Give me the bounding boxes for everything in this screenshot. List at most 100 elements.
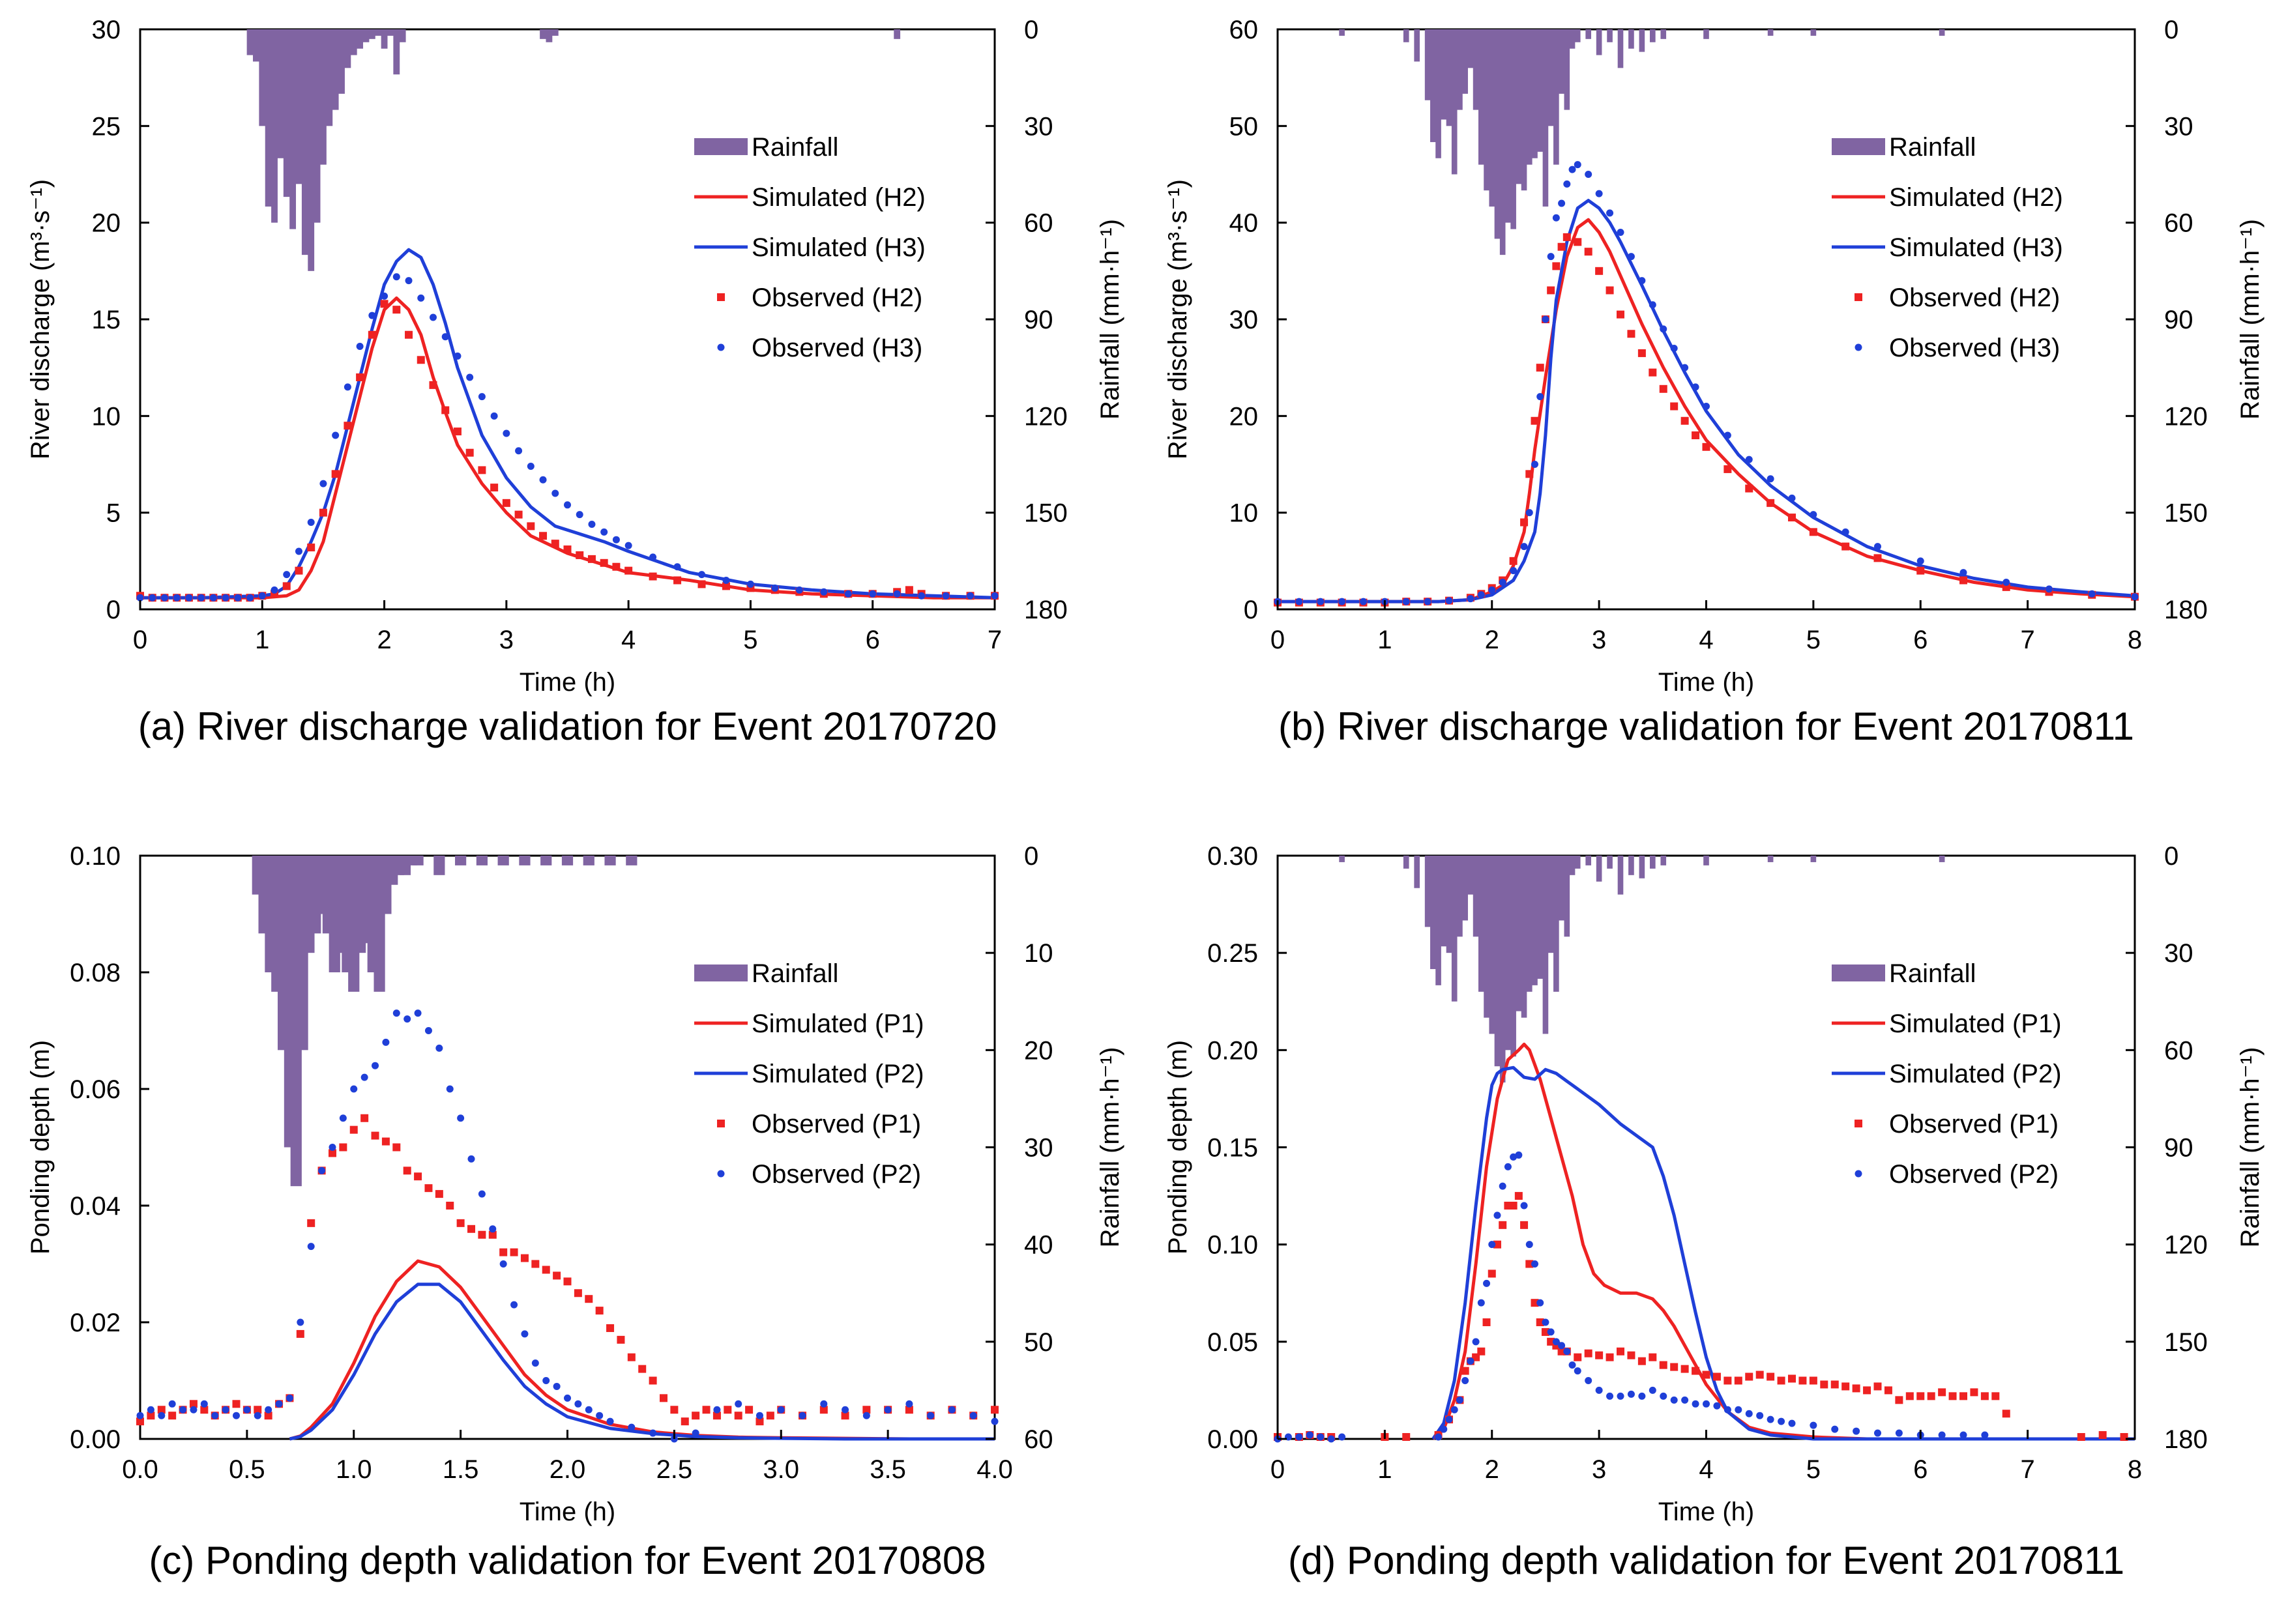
rainfall-bar: [1564, 29, 1570, 110]
data-point: [1681, 1396, 1689, 1404]
legend-label: Observed (H2): [752, 283, 922, 312]
y-axis-title: River discharge (m³·s⁻¹): [26, 179, 55, 459]
x-tick-label: 2: [1485, 626, 1499, 654]
rainfall-bar: [894, 29, 901, 39]
chart-panel-1: 0 1 2 3 4 5 6 7 0 5 10 15 20 25 30 0 30 60 90 120 150 180 Time…: [26, 16, 1124, 748]
data-point: [1959, 569, 1967, 577]
data-point: [1595, 190, 1603, 197]
rainfall-bar: [357, 29, 364, 49]
data-point: [712, 1412, 721, 1420]
x-tick-label: 2.0: [550, 1455, 586, 1484]
rainfall-bar: [1617, 856, 1624, 895]
data-point: [1959, 1392, 1967, 1400]
rainfall-bar: [1767, 856, 1774, 862]
data-point: [489, 1225, 497, 1233]
data-point: [1798, 1376, 1807, 1385]
x-tick-label: 1.0: [336, 1455, 372, 1484]
data-point: [392, 1143, 401, 1152]
data-point: [527, 462, 535, 470]
data-point: [539, 476, 547, 484]
data-point: [735, 1400, 742, 1408]
data-point: [1461, 1377, 1469, 1384]
panel-caption: (a) River discharge validation for Event…: [138, 704, 997, 748]
data-point: [168, 1400, 176, 1408]
data-point: [551, 540, 559, 548]
data-point: [179, 1406, 187, 1414]
legend-label: Observed (P2): [752, 1160, 921, 1189]
data-point: [1477, 1347, 1486, 1356]
data-point: [967, 592, 975, 600]
data-point: [1461, 1367, 1469, 1375]
data-point: [1477, 1299, 1485, 1307]
x-tick-label: 0.5: [229, 1455, 265, 1484]
rainfall-bar: [1532, 856, 1538, 985]
data-point: [200, 1406, 209, 1414]
data-point: [295, 566, 303, 575]
data-point: [1659, 384, 1667, 393]
data-point: [339, 1143, 347, 1152]
data-point: [2002, 578, 2010, 586]
data-point: [819, 1406, 828, 1414]
data-point: [1558, 1342, 1566, 1350]
data-point: [1547, 253, 1555, 261]
data-point: [563, 1277, 572, 1286]
data-point: [465, 448, 474, 457]
rainfall-bar: [1489, 29, 1495, 207]
y2-tick-label: 40: [1024, 1231, 1053, 1260]
data-point: [1488, 586, 1496, 594]
data-point: [1788, 1374, 1796, 1383]
data-point: [1723, 1376, 1732, 1385]
data-point: [1767, 1372, 1775, 1381]
x-tick-label: 7: [2021, 626, 2035, 654]
rainfall-bar: [1553, 856, 1559, 992]
rainfall-bar: [1521, 29, 1527, 191]
data-point: [368, 330, 376, 339]
rainfall-bar: [283, 29, 290, 197]
data-point: [1536, 1318, 1544, 1326]
data-point: [2002, 1410, 2010, 1418]
data-point: [1810, 511, 1817, 519]
data-point: [502, 499, 510, 507]
data-point: [1562, 233, 1571, 241]
y2-tick-label: 180: [2164, 596, 2208, 624]
data-point: [381, 292, 389, 300]
rainfall-bars: [1339, 856, 1945, 1083]
data-point: [1317, 598, 1325, 605]
rainfall-bar: [1767, 29, 1774, 36]
data-point: [722, 582, 730, 590]
data-point: [942, 592, 950, 600]
y-tick-label: 0.06: [70, 1075, 121, 1104]
data-point: [1520, 518, 1529, 527]
data-point: [1916, 557, 1924, 565]
y2-tick-label: 120: [2164, 402, 2208, 431]
y2-tick-label: 50: [1024, 1328, 1053, 1357]
data-point: [1927, 1392, 1935, 1400]
data-point: [1895, 1429, 1903, 1437]
data-point: [1520, 1202, 1528, 1210]
panel-caption: (d) Ponding depth validation for Event 2…: [1288, 1539, 2124, 1582]
data-point: [564, 501, 571, 509]
y2-tick-label: 0: [1024, 16, 1038, 44]
legend-label: Rainfall: [752, 959, 838, 988]
y-tick-label: 0.04: [70, 1192, 121, 1221]
data-point: [564, 1394, 571, 1402]
rainfall-bar: [301, 29, 308, 255]
x-tick-label: 8: [2128, 626, 2142, 654]
y-tick-label: 40: [1229, 209, 1259, 238]
data-point: [1638, 1392, 1646, 1400]
rainfall-bar: [295, 29, 302, 184]
data-point: [405, 277, 413, 285]
data-point: [307, 1219, 315, 1227]
y2-tick-label: 30: [1024, 1134, 1053, 1163]
data-point: [1606, 209, 1614, 217]
data-point: [1552, 214, 1560, 222]
legend-swatch-rainfall: [1832, 964, 1885, 981]
y2-tick-label: 30: [2164, 939, 2193, 968]
data-point: [2077, 1433, 2085, 1442]
data-point: [234, 594, 242, 602]
data-point: [372, 1062, 379, 1069]
y-axis-title: Ponding depth (m): [26, 1040, 55, 1254]
data-point: [600, 528, 608, 536]
data-point: [624, 566, 633, 575]
